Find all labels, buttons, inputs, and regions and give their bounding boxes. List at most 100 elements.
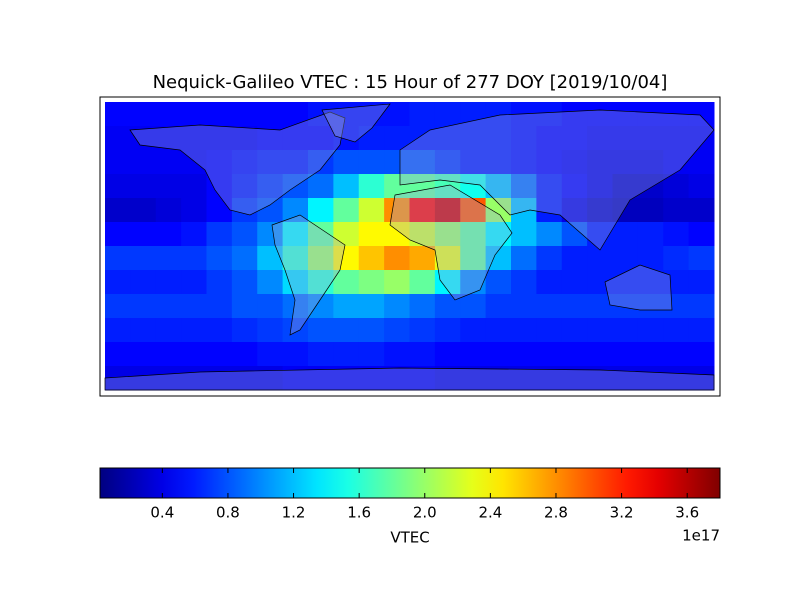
cell: [511, 270, 537, 295]
cell: [409, 246, 436, 271]
cell: [308, 342, 334, 367]
cell: [282, 246, 309, 271]
cell: [612, 102, 639, 127]
cell: [485, 174, 512, 199]
cell: [485, 198, 512, 223]
cell: [206, 174, 233, 199]
cell: [231, 222, 258, 247]
cell: [460, 150, 487, 175]
cell: [231, 294, 258, 319]
cell: [460, 174, 487, 199]
cell: [231, 342, 258, 367]
cell: [206, 342, 233, 367]
africa: [389, 184, 513, 301]
cell: [688, 342, 715, 367]
cell: [130, 246, 157, 271]
cell: [231, 174, 258, 199]
cell: [485, 102, 512, 127]
cell: [460, 126, 487, 151]
cell: [155, 342, 182, 367]
cell: [308, 222, 334, 247]
cell: [130, 102, 157, 127]
cell: [434, 126, 461, 151]
cell: [612, 366, 639, 391]
cell: [663, 126, 690, 151]
cell: [561, 150, 588, 175]
cell: [536, 246, 563, 271]
cell: [612, 222, 639, 247]
cell: [409, 270, 436, 295]
cell: [612, 342, 639, 367]
cell: [637, 102, 664, 127]
cell: [130, 198, 157, 223]
cell: [333, 294, 360, 319]
cell: [130, 174, 157, 199]
cell: [333, 318, 360, 343]
cell: [485, 126, 512, 151]
cell: [333, 126, 360, 151]
cell: [561, 126, 588, 151]
cell: [155, 270, 182, 295]
cell: [434, 294, 461, 319]
cell: [536, 366, 563, 391]
cell: [308, 246, 334, 271]
cell: [130, 366, 157, 391]
cell: [434, 174, 461, 199]
cell: [663, 174, 690, 199]
cell: [587, 270, 613, 295]
cell: [282, 198, 309, 223]
colorbar-tick-label: 0.8: [216, 504, 240, 522]
antarctica: [104, 367, 715, 391]
cell: [282, 318, 309, 343]
cell: [409, 102, 436, 127]
cell: [384, 318, 410, 343]
cell: [612, 198, 639, 223]
cell: [308, 318, 334, 343]
cell: [105, 102, 131, 127]
cell: [612, 174, 639, 199]
cell: [206, 150, 233, 175]
cell: [333, 222, 360, 247]
colorbar: [99, 467, 721, 499]
cell: [536, 318, 563, 343]
cell: [612, 150, 639, 175]
cell: [333, 198, 360, 223]
cell: [434, 198, 461, 223]
colorbar-tick-label: 2.4: [478, 504, 502, 522]
cell: [130, 318, 157, 343]
cell: [206, 126, 233, 151]
cell: [333, 246, 360, 271]
cell: [434, 150, 461, 175]
cell: [105, 294, 131, 319]
cell: [155, 246, 182, 271]
cell: [637, 294, 664, 319]
cell: [612, 318, 639, 343]
cell: [434, 342, 461, 367]
cell: [181, 366, 207, 391]
cell: [155, 126, 182, 151]
colorbar-tick-label: 3.2: [610, 504, 634, 522]
cell: [637, 150, 664, 175]
cell: [181, 294, 207, 319]
cell: [181, 342, 207, 367]
cell: [206, 318, 233, 343]
greenland: [321, 103, 391, 143]
cell: [358, 174, 385, 199]
cell: [105, 366, 131, 391]
cell: [231, 126, 258, 151]
cell: [663, 342, 690, 367]
cell: [511, 246, 537, 271]
cell: [384, 198, 410, 223]
cell: [485, 342, 512, 367]
cell: [511, 126, 537, 151]
cell: [358, 342, 385, 367]
cell: [105, 342, 131, 367]
cell: [460, 342, 487, 367]
cell: [587, 318, 613, 343]
cell: [206, 366, 233, 391]
colorbar-tick-label: 2.0: [413, 504, 437, 522]
cell: [688, 174, 715, 199]
cell: [587, 126, 613, 151]
cell: [105, 198, 131, 223]
cell: [282, 342, 309, 367]
